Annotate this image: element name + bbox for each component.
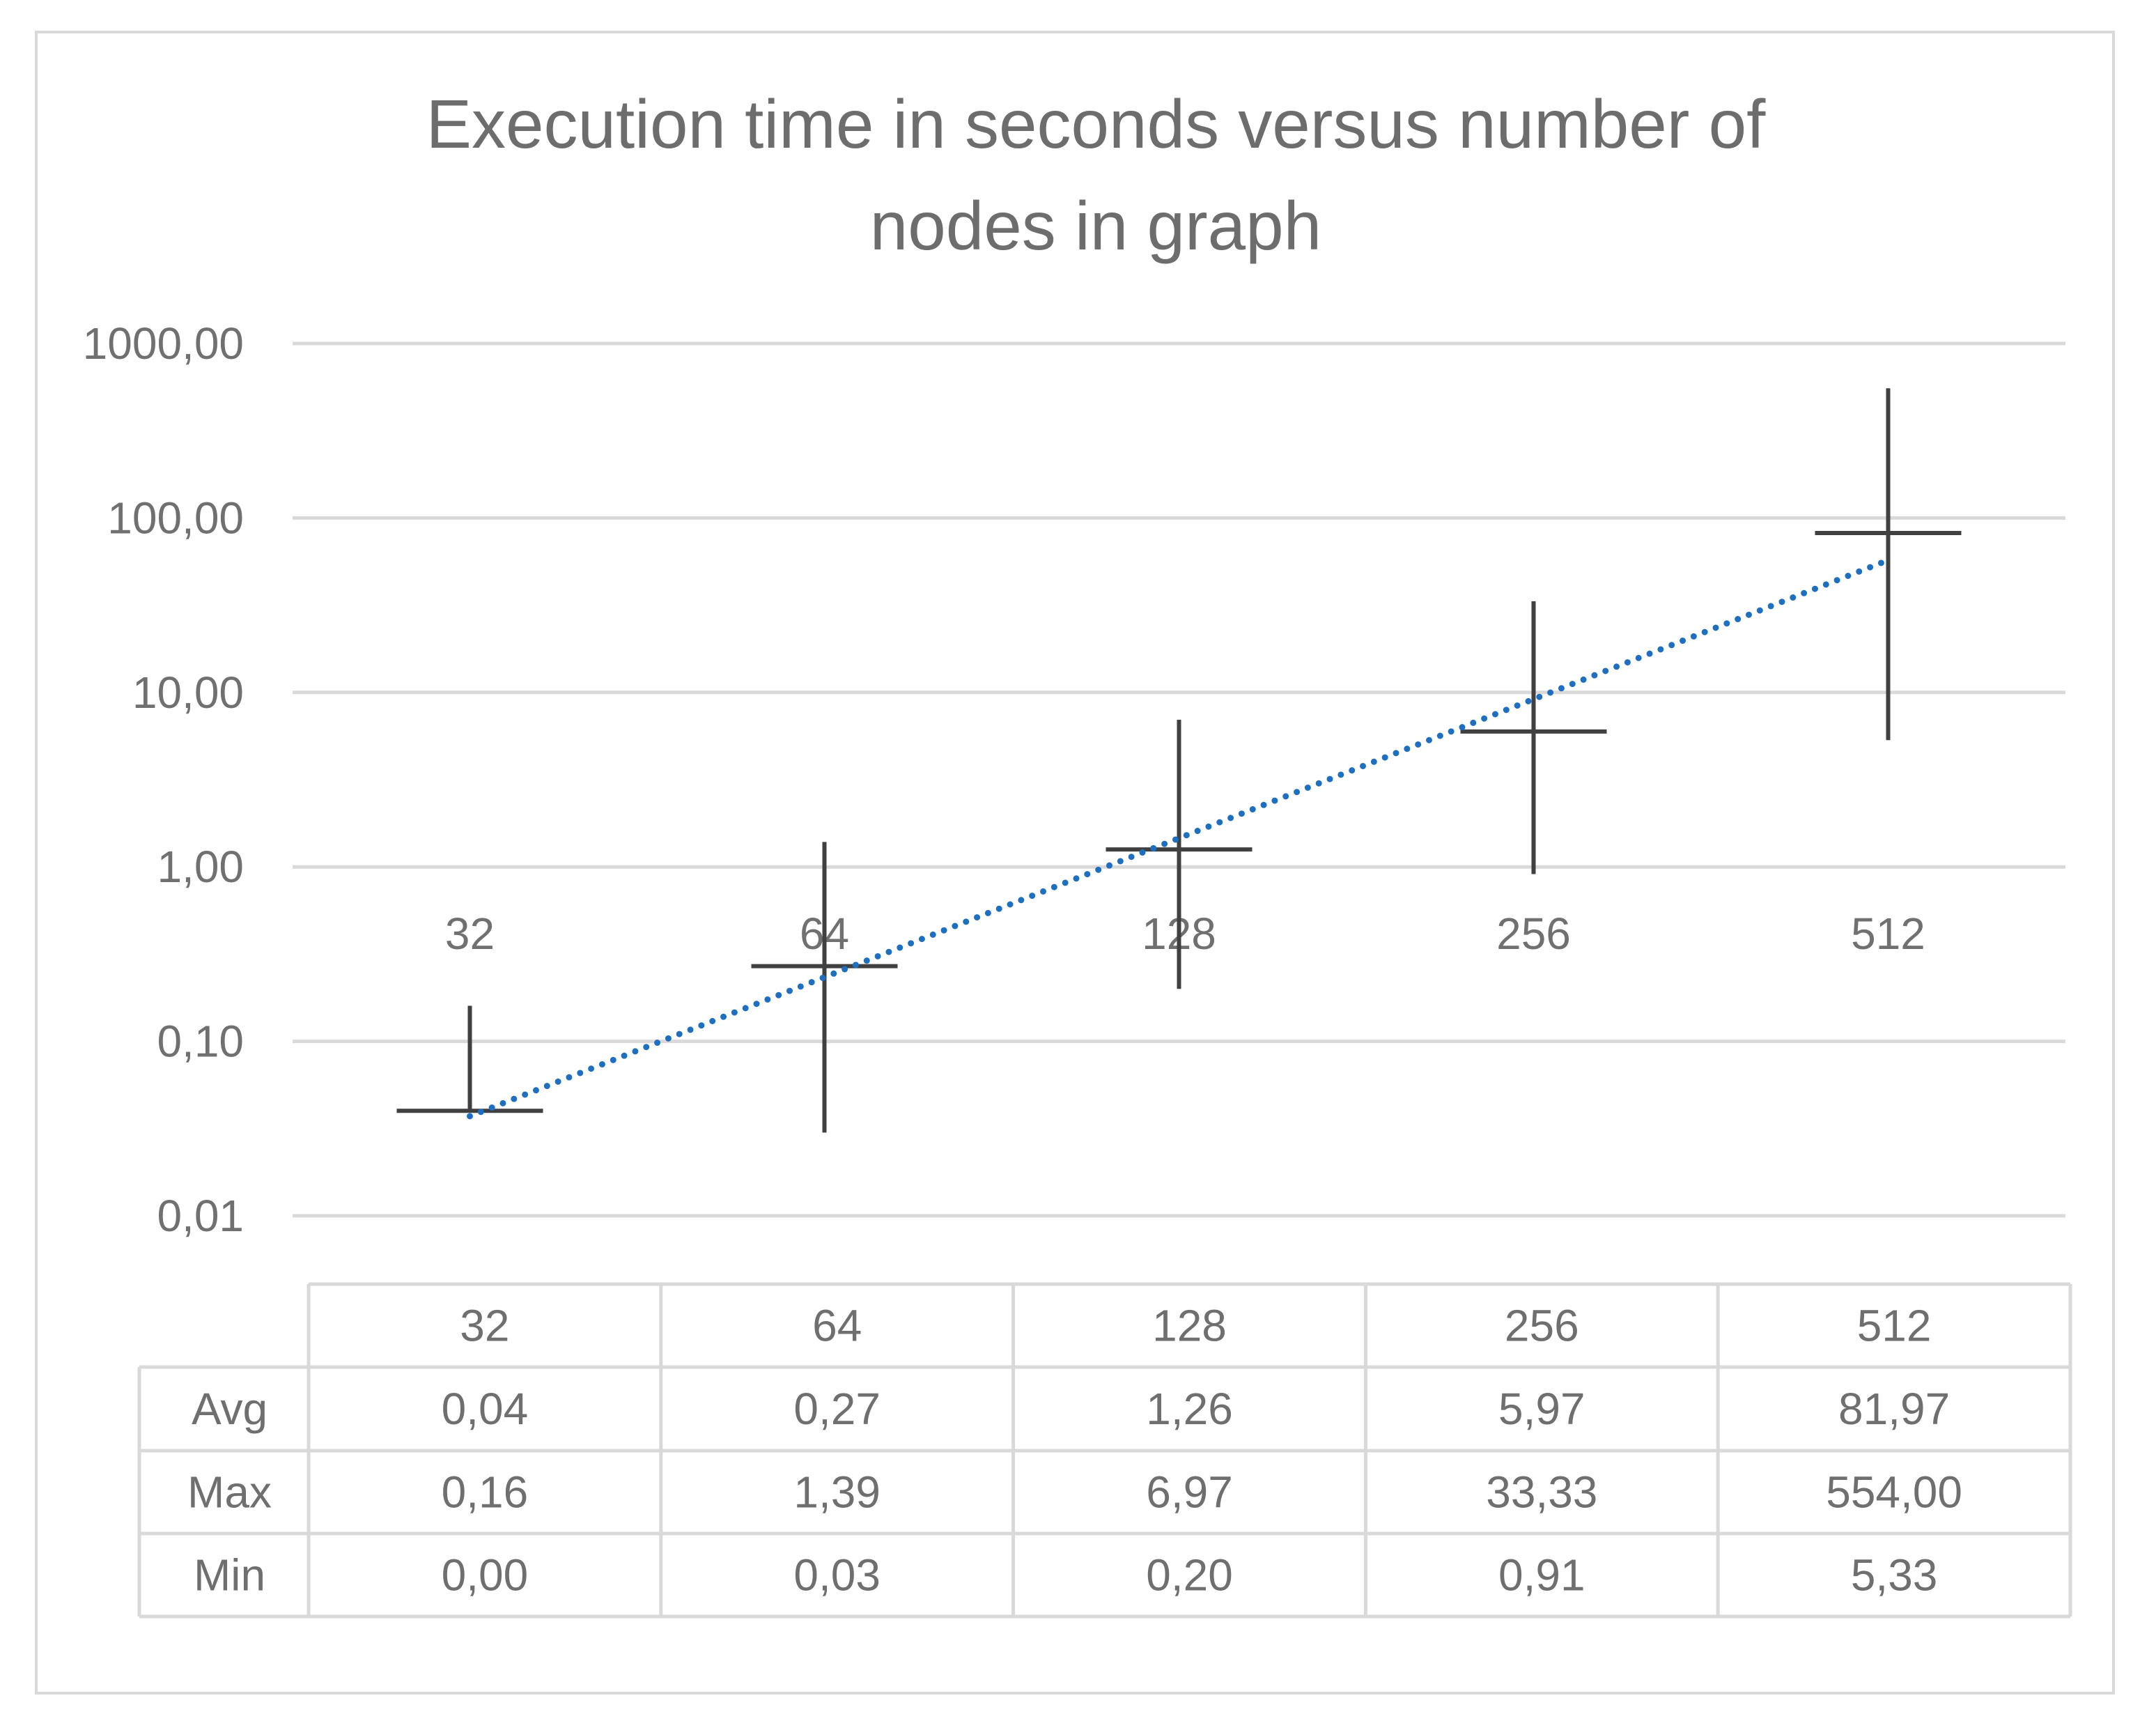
- gridlines: [293, 341, 2065, 1218]
- table-cell: 33,33: [1486, 1467, 1597, 1518]
- data-table: 32 64 128 256 512 Avg 0,04 0,27 1,26 5,97 81,97 Max…: [137, 1282, 2072, 1619]
- table-cell: 0,20: [1146, 1550, 1233, 1600]
- table-header-cell: 32: [460, 1301, 509, 1351]
- y-tick-label: 1,00: [157, 842, 244, 892]
- table-cell: 6,97: [1146, 1467, 1233, 1518]
- table-header-cell: 64: [812, 1301, 862, 1351]
- table-cell: 1,26: [1146, 1384, 1233, 1434]
- table-cell: 81,97: [1838, 1384, 1950, 1434]
- series-marks: [396, 388, 1962, 1133]
- table-cell: 0,03: [793, 1550, 881, 1600]
- category-label: 512: [1851, 909, 1925, 959]
- table-cell: 1,39: [793, 1467, 881, 1518]
- trendline: [467, 557, 1891, 1120]
- trendline-path: [467, 557, 1891, 1120]
- table-cell: 0,00: [442, 1550, 529, 1600]
- y-tick-label: 10,00: [132, 667, 244, 718]
- y-tick-label: 1000,00: [83, 318, 244, 369]
- chart-frame: [35, 31, 2115, 1695]
- table-cell: 0,16: [442, 1467, 529, 1518]
- chart-title-line-1: Execution time in seconds versus number …: [426, 86, 1767, 162]
- table-row-label: Max: [187, 1467, 272, 1518]
- table-row-label: Min: [194, 1550, 265, 1600]
- table-row-label: Avg: [192, 1384, 267, 1434]
- table-header-cell: 512: [1857, 1301, 1932, 1351]
- chart-title: Execution time in seconds versus number …: [426, 86, 1767, 264]
- table-cell: 5,97: [1498, 1384, 1585, 1434]
- category-labels: 32 64 128 256 512: [445, 909, 1925, 959]
- y-tick-label: 0,01: [157, 1191, 244, 1241]
- y-tick-label: 0,10: [157, 1017, 244, 1067]
- y-tick-label: 100,00: [107, 493, 244, 543]
- y-axis-ticks: 1000,00 100,00 10,00 1,00 0,10 0,01: [83, 318, 244, 1241]
- chart-title-line-2: nodes in graph: [870, 187, 1321, 264]
- table-header-cell: 128: [1152, 1301, 1227, 1351]
- table-cell: 554,00: [1826, 1467, 1962, 1518]
- category-label: 256: [1496, 909, 1571, 959]
- table-cell: 0,04: [442, 1384, 529, 1434]
- table-cell: 0,27: [793, 1384, 881, 1434]
- table-header-cell: 256: [1505, 1301, 1579, 1351]
- table-cell: 0,91: [1498, 1550, 1585, 1600]
- table-cell: 5,33: [1851, 1550, 1938, 1600]
- category-label: 32: [445, 909, 495, 959]
